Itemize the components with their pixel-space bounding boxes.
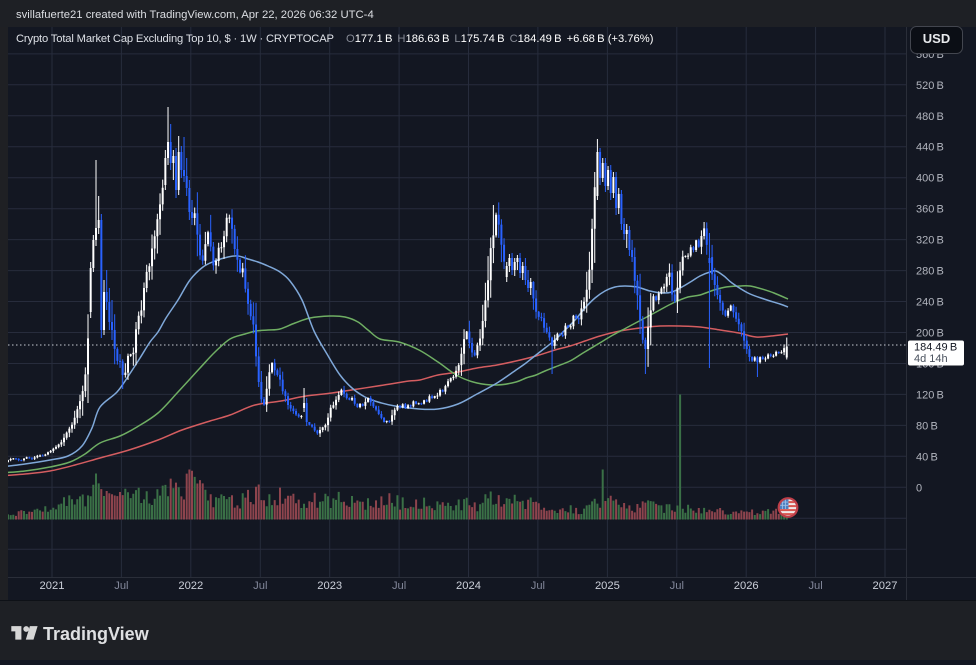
svg-text:0: 0: [916, 482, 922, 494]
svg-text:440 B: 440 B: [916, 142, 944, 154]
svg-text:4d 14h: 4d 14h: [914, 353, 948, 365]
svg-text:320 B: 320 B: [916, 235, 944, 247]
svg-text:200 B: 200 B: [916, 328, 944, 340]
svg-text:Crypto Total Market Cap Exclud: Crypto Total Market Cap Excluding Top 10…: [16, 33, 334, 45]
svg-text:280 B: 280 B: [916, 266, 944, 278]
svg-text:2022: 2022: [178, 580, 203, 592]
svg-text:184.49 B: 184.49 B: [914, 342, 957, 354]
svg-text:2027: 2027: [873, 580, 898, 592]
svg-text:2026: 2026: [734, 580, 759, 592]
svg-text:400 B: 400 B: [916, 173, 944, 185]
svg-text:svillafuerte21 created with Tr: svillafuerte21 created with TradingView.…: [16, 9, 374, 21]
svg-text:Jul: Jul: [531, 580, 545, 592]
svg-text:360 B: 360 B: [916, 204, 944, 216]
svg-text:80 B: 80 B: [916, 420, 938, 432]
svg-text:TradingView: TradingView: [43, 624, 150, 644]
svg-text:Jul: Jul: [114, 580, 128, 592]
svg-text:480 B: 480 B: [916, 111, 944, 123]
svg-text:USD: USD: [923, 31, 950, 46]
svg-text:2023: 2023: [317, 580, 342, 592]
svg-text:Jul: Jul: [808, 580, 822, 592]
svg-text:2021: 2021: [40, 580, 65, 592]
svg-text:Jul: Jul: [392, 580, 406, 592]
svg-text:120 B: 120 B: [916, 389, 944, 401]
svg-text:240 B: 240 B: [916, 297, 944, 309]
svg-text:520 B: 520 B: [916, 80, 944, 92]
svg-text:Jul: Jul: [253, 580, 267, 592]
svg-text:2024: 2024: [456, 580, 481, 592]
svg-text:2025: 2025: [595, 580, 620, 592]
svg-text:Jul: Jul: [670, 580, 684, 592]
svg-text:40 B: 40 B: [916, 451, 938, 463]
